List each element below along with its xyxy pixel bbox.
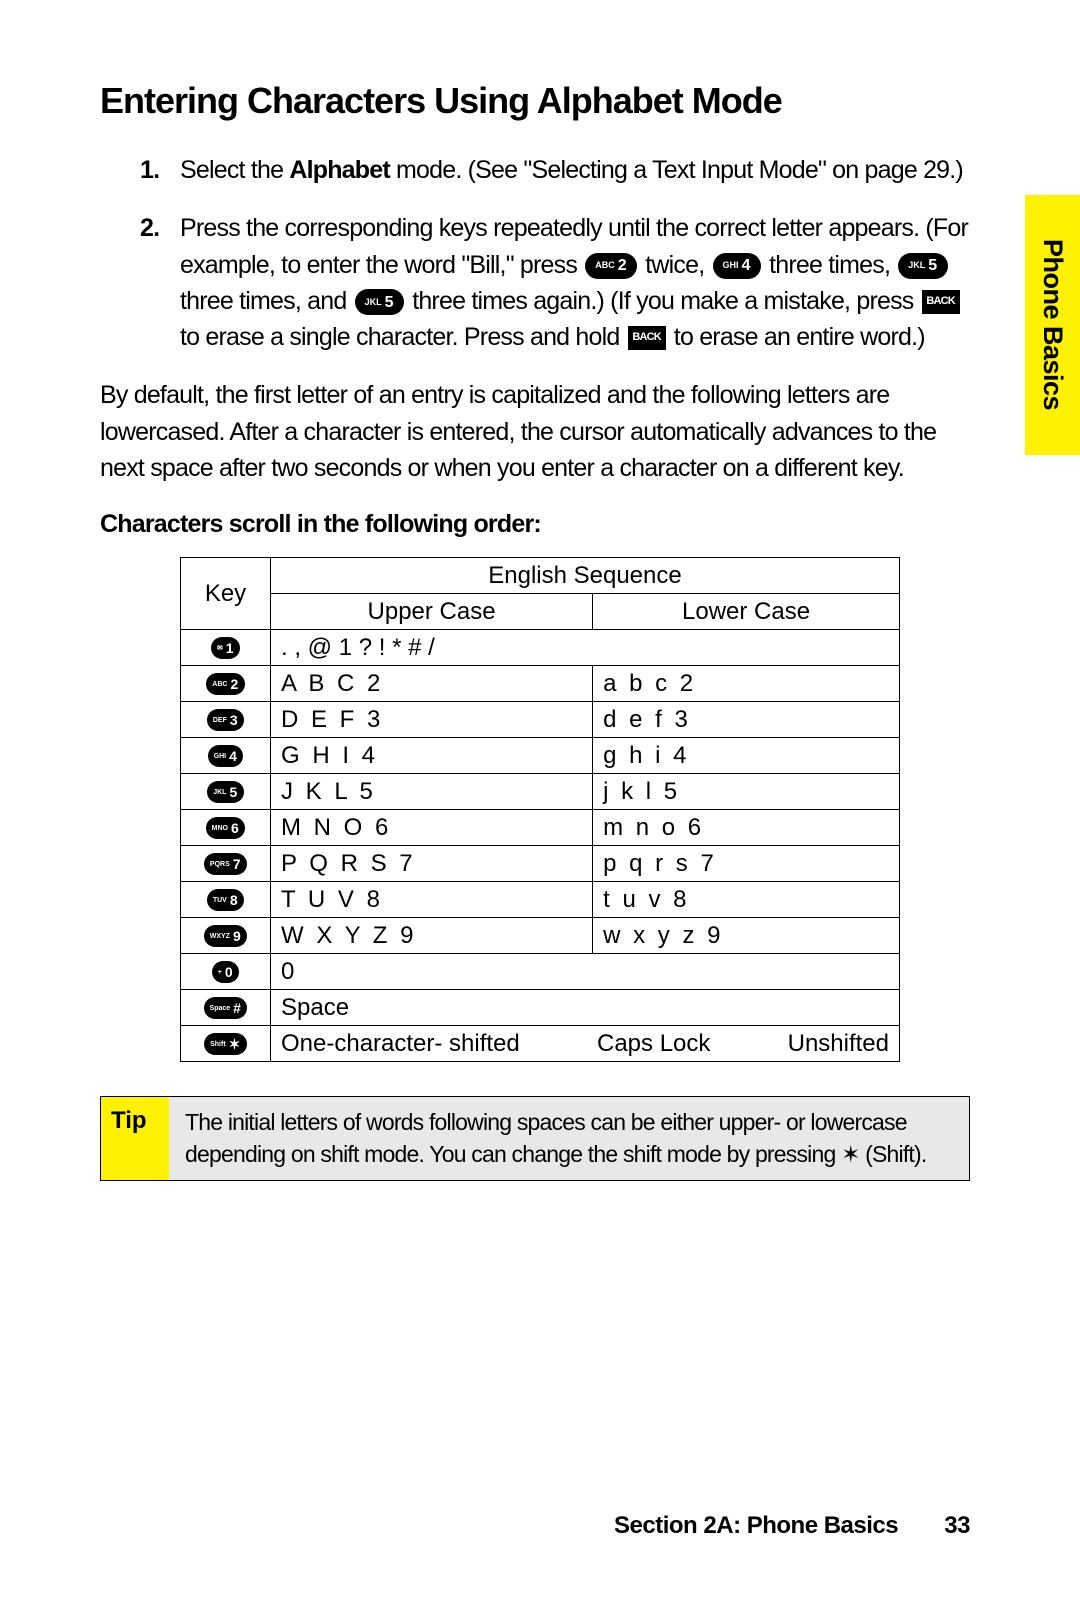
- table-row: GHI4 G H I 4g h i 4: [181, 738, 900, 774]
- table-row: TUV8 T U V 8t u v 8: [181, 882, 900, 918]
- th-english: English Sequence: [271, 558, 900, 594]
- key-pill-icon: GHI4: [208, 745, 244, 767]
- page-title: Entering Characters Using Alphabet Mode: [100, 80, 970, 122]
- table-row: DEF3 D E F 3d e f 3: [181, 702, 900, 738]
- key-pill-icon: +0: [212, 961, 239, 983]
- tip-label: Tip: [101, 1097, 169, 1180]
- lower-cell: j k l 5: [593, 774, 900, 810]
- upper-cell: W X Y Z 9: [271, 918, 593, 954]
- step-text: three times,: [769, 251, 896, 279]
- page-footer: Section 2A: Phone Basics 33: [614, 1512, 970, 1540]
- lower-cell: a b c 2: [593, 666, 900, 702]
- step-num: 1.: [140, 152, 180, 188]
- step-text: twice,: [645, 251, 710, 279]
- seq-cell: Space: [271, 990, 900, 1026]
- th-lower: Lower Case: [593, 594, 900, 630]
- page-content: Entering Characters Using Alphabet Mode …: [100, 80, 970, 1181]
- step-num: 2.: [140, 210, 180, 355]
- lower-cell: w x y z 9: [593, 918, 900, 954]
- step-text: three times, and: [180, 287, 353, 315]
- tip-box: Tip The initial letters of words followi…: [100, 1096, 970, 1181]
- th-upper: Upper Case: [271, 594, 593, 630]
- key-cell: WXYZ9: [181, 918, 271, 954]
- table-row: ABC2 A B C 2a b c 2: [181, 666, 900, 702]
- seq-cell: . , @ 1 ? ! * # /: [271, 630, 900, 666]
- table-row: Space# Space: [181, 990, 900, 1026]
- key-cell: GHI4: [181, 738, 271, 774]
- lower-cell: m n o 6: [593, 810, 900, 846]
- lower-cell: p q r s 7: [593, 846, 900, 882]
- table-row: ✉1 . , @ 1 ? ! * # /: [181, 630, 900, 666]
- table-heading: Characters scroll in the following order…: [100, 510, 970, 539]
- body-paragraph: By default, the first letter of an entry…: [100, 377, 970, 486]
- step-text: to erase an entire word.): [674, 323, 925, 351]
- step-body: Press the corresponding keys repeatedly …: [180, 210, 970, 355]
- lower-cell: t u v 8: [593, 882, 900, 918]
- upper-cell: M N O 6: [271, 810, 593, 846]
- key-pill-icon: WXYZ9: [204, 925, 248, 947]
- key-cell: Shift✶: [181, 1026, 271, 1062]
- upper-cell: T U V 8: [271, 882, 593, 918]
- key-pill-icon: MNO6: [206, 817, 246, 839]
- footer-section: Section 2A: Phone Basics: [614, 1512, 898, 1539]
- step-text: to erase a single character. Press and h…: [180, 323, 626, 351]
- key-ghi4-icon: GHI4: [713, 253, 761, 279]
- table-row: JKL5 J K L 5j k l 5: [181, 774, 900, 810]
- key-jkl5-icon: JKL5: [355, 289, 404, 315]
- upper-cell: P Q R S 7: [271, 846, 593, 882]
- upper-cell: J K L 5: [271, 774, 593, 810]
- key-cell: TUV8: [181, 882, 271, 918]
- upper-cell: D E F 3: [271, 702, 593, 738]
- key-pill-icon: DEF3: [207, 709, 244, 731]
- footer-page: 33: [944, 1512, 970, 1539]
- step-body: Select the Alphabet mode. (See "Selectin…: [180, 152, 970, 188]
- side-tab: Phone Basics: [1025, 195, 1080, 455]
- lower-cell: d e f 3: [593, 702, 900, 738]
- key-pill-icon: ABC2: [206, 673, 244, 695]
- seq-cell: 0: [271, 954, 900, 990]
- table-row: +0 0: [181, 954, 900, 990]
- key-pill-icon: Shift✶: [204, 1033, 247, 1055]
- seq-cell: One-character- shiftedCaps LockUnshifted: [271, 1026, 900, 1062]
- character-table: Key English Sequence Upper Case Lower Ca…: [180, 557, 900, 1062]
- key-pill-icon: ✉1: [211, 637, 240, 659]
- key-cell: MNO6: [181, 810, 271, 846]
- key-cell: +0: [181, 954, 271, 990]
- step-bold: Alphabet: [289, 156, 390, 184]
- key-pill-icon: PQRS7: [204, 853, 247, 875]
- step-text: mode. (See "Selecting a Text Input Mode"…: [390, 156, 963, 184]
- step-1: 1. Select the Alphabet mode. (See "Selec…: [140, 152, 970, 188]
- key-cell: ABC2: [181, 666, 271, 702]
- key-abc2-icon: ABC2: [585, 253, 637, 279]
- key-cell: ✉1: [181, 630, 271, 666]
- step-text: Select the: [180, 156, 289, 184]
- key-jkl5-icon: JKL5: [898, 253, 947, 279]
- key-cell: JKL5: [181, 774, 271, 810]
- table-row: PQRS7 P Q R S 7p q r s 7: [181, 846, 900, 882]
- side-tab-label: Phone Basics: [1037, 239, 1068, 410]
- lower-cell: g h i 4: [593, 738, 900, 774]
- key-cell: DEF3: [181, 702, 271, 738]
- step-text: three times again.) (If you make a mista…: [412, 287, 919, 315]
- key-pill-icon: Space#: [204, 997, 248, 1019]
- key-back-icon: BACK: [628, 326, 666, 350]
- key-pill-icon: TUV8: [207, 889, 244, 911]
- upper-cell: A B C 2: [271, 666, 593, 702]
- table-row: WXYZ9 W X Y Z 9w x y z 9: [181, 918, 900, 954]
- key-cell: PQRS7: [181, 846, 271, 882]
- table-row: MNO6 M N O 6m n o 6: [181, 810, 900, 846]
- tip-text: The initial letters of words following s…: [169, 1097, 969, 1180]
- table-row: Shift✶ One-character- shiftedCaps LockUns…: [181, 1026, 900, 1062]
- key-pill-icon: JKL5: [207, 781, 244, 803]
- th-key: Key: [181, 558, 271, 630]
- upper-cell: G H I 4: [271, 738, 593, 774]
- key-cell: Space#: [181, 990, 271, 1026]
- key-back-icon: BACK: [922, 290, 960, 314]
- step-2: 2. Press the corresponding keys repeated…: [140, 210, 970, 355]
